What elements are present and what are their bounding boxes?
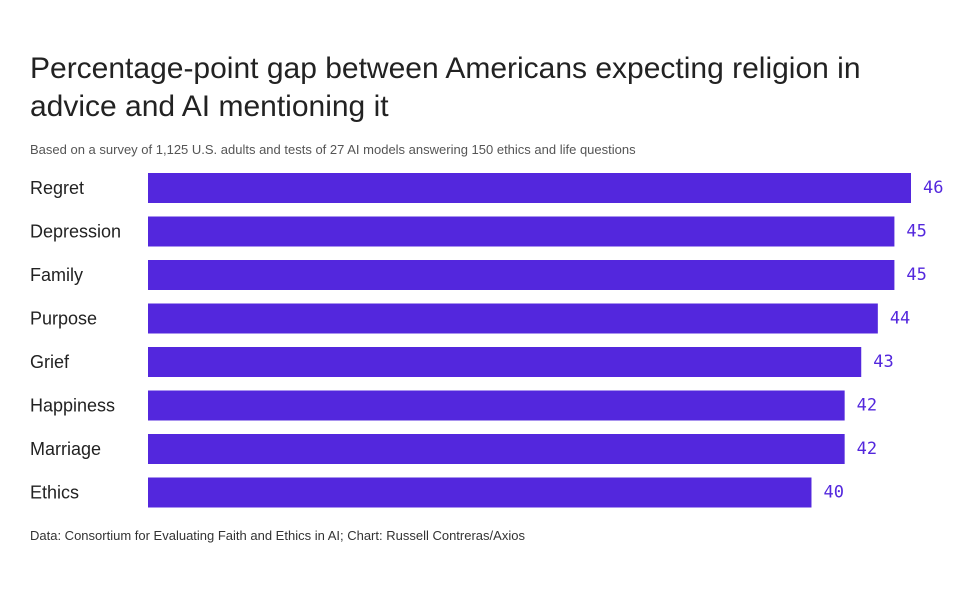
category-label: Depression bbox=[30, 222, 121, 242]
category-label: Ethics bbox=[30, 483, 79, 503]
bar bbox=[148, 390, 845, 421]
value-label: 46 bbox=[923, 178, 943, 198]
category-label: Purpose bbox=[30, 309, 97, 329]
chart-subtitle: Based on a survey of 1,125 U.S. adults a… bbox=[30, 142, 636, 157]
value-label: 42 bbox=[857, 396, 877, 416]
bar-chart: Regret 46 Depression 45 Family 45 Purpose 44 Gri… bbox=[0, 168, 970, 513]
bar bbox=[148, 216, 895, 247]
value-label: 45 bbox=[906, 222, 926, 242]
bar bbox=[148, 347, 862, 377]
source-note: Data: Consortium for Evaluating Faith an… bbox=[30, 528, 525, 543]
category-label: Family bbox=[30, 265, 83, 285]
value-label: 43 bbox=[873, 352, 893, 372]
bar bbox=[148, 303, 878, 334]
bar bbox=[148, 434, 845, 464]
category-label: Marriage bbox=[30, 439, 101, 459]
value-label: 42 bbox=[857, 439, 877, 459]
category-label: Happiness bbox=[30, 396, 115, 416]
chart-title: Percentage-point gap between Americans e… bbox=[30, 52, 861, 123]
value-label: 44 bbox=[890, 309, 910, 329]
value-label: 40 bbox=[823, 483, 843, 503]
bar-chart-svg: Regret 46 Depression 45 Family 45 Purpose 44 Gri… bbox=[30, 173, 943, 508]
category-label: Regret bbox=[30, 178, 84, 198]
bar bbox=[148, 173, 911, 203]
category-label: Grief bbox=[30, 352, 70, 372]
value-label: 45 bbox=[906, 265, 926, 285]
bar bbox=[148, 260, 895, 290]
bar bbox=[148, 477, 812, 508]
